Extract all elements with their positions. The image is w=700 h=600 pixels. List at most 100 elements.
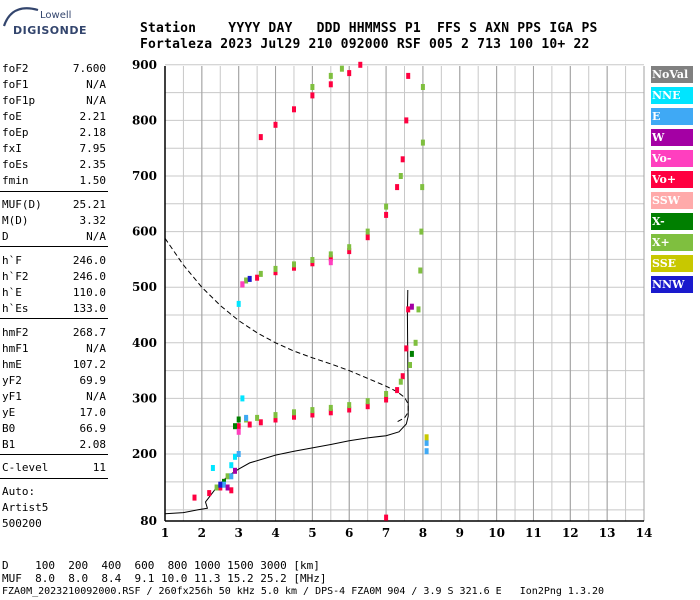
param-name: hmE — [2, 358, 22, 371]
y-tick-label: 900 — [132, 58, 157, 72]
echo-point — [365, 234, 370, 241]
param-value: 2.35 — [79, 158, 107, 171]
y-tick-label: 500 — [132, 280, 157, 294]
auto-label: Auto: — [2, 485, 36, 498]
echo-point — [240, 395, 245, 402]
param-name: foF2 — [2, 62, 29, 75]
param-name: foF1 — [2, 78, 29, 91]
param-value: N/A — [86, 94, 106, 107]
param-name: fxI — [2, 142, 22, 155]
param-name: foF1p — [2, 94, 36, 107]
x-tick-label: 7 — [382, 526, 390, 540]
logo-main-text: DIGISONDE — [13, 24, 87, 37]
echo-point — [236, 428, 241, 435]
echo-point — [258, 134, 263, 141]
echo-point — [244, 414, 249, 421]
echo-point — [273, 269, 278, 276]
param-value: N/A — [86, 342, 106, 355]
echo-point — [365, 228, 370, 235]
param-row: h`Es 133.0 — [2, 302, 106, 319]
param-value: 110.0 — [72, 286, 106, 299]
param-value: 246.0 — [72, 270, 106, 283]
echo-point — [328, 404, 333, 411]
param-value: N/A — [86, 390, 106, 403]
footer-muf-line: MUF 8.0 8.0 8.4 9.1 10.0 11.3 15.2 25.2 … — [2, 572, 327, 585]
echo-point — [384, 391, 389, 397]
echo-point — [229, 473, 234, 480]
param-row: h`E 110.0 — [2, 286, 106, 303]
footer-distance-line: D 100 200 400 600 800 1000 1500 3000 [km… — [2, 559, 320, 572]
param-row: foEs 2.35 — [2, 158, 106, 175]
echo-point — [328, 259, 333, 266]
echo-point — [255, 274, 260, 281]
param-value: 246.0 — [72, 254, 106, 267]
echo-point — [233, 423, 237, 430]
echo-point — [328, 409, 333, 416]
echo-point — [214, 484, 219, 491]
param-value: 2.08 — [79, 438, 107, 451]
footer-info-line: FZA0M_2023210092000.RSF / 260fx256h 50 k… — [2, 586, 605, 597]
echo-point — [406, 306, 411, 313]
x-tick-label: 6 — [345, 526, 353, 540]
param-value: 1.50 — [79, 174, 107, 187]
legend-item: SSW — [651, 192, 693, 209]
param-row: fmin 1.50 — [2, 174, 106, 191]
param-row: D N/A — [2, 230, 106, 247]
param-name: yF1 — [2, 390, 22, 403]
echo-point — [240, 281, 245, 288]
echo-point — [236, 423, 241, 430]
auto-version: 500200 — [2, 517, 42, 530]
echo-point — [365, 398, 370, 405]
param-row: foE 2.21 — [2, 110, 106, 127]
x-tick-label: 9 — [456, 526, 464, 540]
param-row: yF2 69.9 — [2, 374, 106, 391]
param-name: C-level — [2, 461, 49, 474]
param-name: foEp — [2, 126, 29, 139]
y-tick-label: 300 — [132, 391, 157, 405]
param-row: MUF(D) 25.21 — [2, 198, 106, 215]
param-row: foF2 7.600 — [2, 62, 106, 79]
param-row: fxI 7.95 — [2, 142, 106, 159]
echo-point — [413, 339, 418, 346]
x-tick-label: 8 — [419, 526, 427, 540]
x-tick-label: 12 — [562, 526, 579, 540]
echo-point — [404, 117, 409, 124]
x-tick-label: 4 — [271, 526, 279, 540]
x-tick-label: 3 — [235, 526, 243, 540]
param-value: 107.2 — [72, 358, 106, 371]
echo-point — [409, 303, 414, 310]
echo-point — [218, 481, 223, 488]
param-row: hmE 107.2 — [2, 358, 106, 375]
echo-point — [192, 494, 197, 501]
param-separator — [0, 246, 108, 247]
param-name: D — [2, 230, 9, 243]
echo-point — [247, 421, 252, 428]
param-value: 25.21 — [72, 198, 106, 211]
echo-point — [310, 411, 315, 418]
echo-point — [384, 203, 389, 210]
echo-point — [347, 402, 352, 409]
legend-item: Vo+ — [651, 171, 693, 188]
echo-point — [207, 490, 212, 497]
echo-point — [310, 407, 315, 414]
x-tick-label: 2 — [198, 526, 206, 540]
echo-point — [358, 61, 363, 68]
param-row: foF1 N/A — [2, 78, 106, 95]
echo-point — [273, 412, 278, 419]
param-value: 133.0 — [72, 302, 106, 315]
logo-arc — [2, 7, 39, 27]
echo-point — [273, 416, 278, 423]
param-value: 11 — [92, 461, 106, 474]
param-name: h`F — [2, 254, 22, 267]
param-separator — [0, 318, 108, 319]
echo-point — [310, 260, 315, 267]
param-name: hmF2 — [2, 326, 29, 339]
legend-item: X- — [651, 213, 693, 230]
y-tick-label: 700 — [132, 169, 157, 183]
legend-item: X+ — [651, 234, 693, 251]
param-name: yF2 — [2, 374, 22, 387]
echo-point — [420, 184, 425, 191]
legend-item: NNE — [651, 87, 693, 104]
param-value: 7.95 — [79, 142, 107, 155]
